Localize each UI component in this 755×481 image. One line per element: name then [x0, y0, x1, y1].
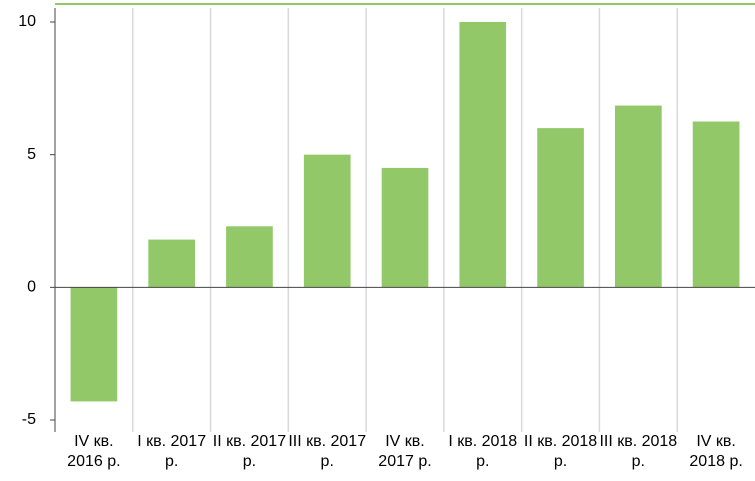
bar: [692, 121, 740, 288]
bar: [537, 128, 584, 288]
x-tick-label: III кв. 2017 р.: [288, 433, 367, 470]
x-tick-label: IV кв. 2017 р.: [378, 433, 432, 470]
bar: [459, 22, 507, 288]
x-tick-label: I кв. 2018 р.: [448, 433, 518, 470]
bar: [381, 167, 429, 288]
bar: [226, 226, 273, 288]
x-tick-label: IV кв. 2016 р.: [67, 433, 121, 470]
y-tick-label: -5: [22, 411, 36, 428]
x-tick-label: II кв. 2017 р.: [212, 433, 287, 470]
bar: [303, 154, 351, 288]
x-tick-label: IV кв. 2018 р.: [689, 433, 743, 470]
x-tick-label: I кв. 2017 р.: [137, 433, 207, 470]
y-tick-label: 5: [27, 146, 36, 163]
x-tick-label: II кв. 2018 р.: [523, 433, 598, 470]
bar: [148, 239, 195, 288]
y-tick-label: 10: [18, 13, 36, 30]
y-tick-label: 0: [27, 279, 36, 296]
bar: [615, 105, 662, 288]
x-tick-label: III кв. 2018 р.: [599, 433, 678, 470]
bar: [70, 287, 118, 402]
